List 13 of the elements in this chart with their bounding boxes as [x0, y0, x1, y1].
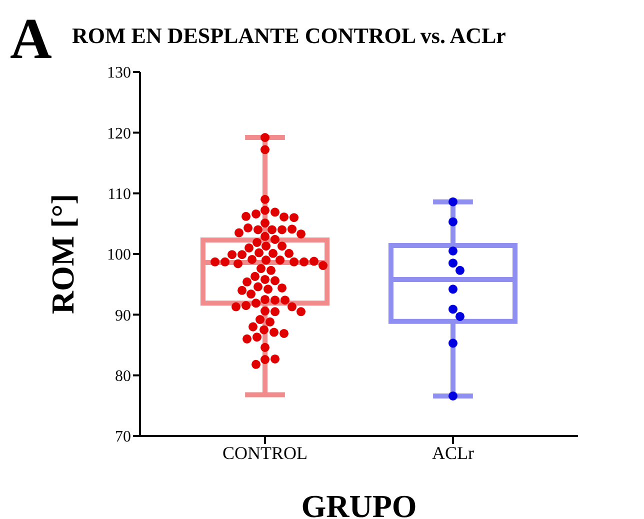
x-tick-label: ACLr [432, 442, 474, 463]
y-tick-label: 120 [107, 125, 131, 142]
x-axis-title: GRUPO [301, 488, 417, 519]
y-tick-label: 90 [115, 307, 131, 324]
y-tick-label: 70 [115, 428, 131, 446]
chart-title: ROM EN DESPLANTE CONTROL vs. ACLr [72, 22, 506, 50]
y-axis-title: ROM [°] [44, 194, 80, 314]
y-tick-label: 130 [107, 64, 131, 82]
text: A [10, 6, 52, 71]
y-tick-label: 100 [107, 246, 131, 264]
y-tick-label: 80 [115, 368, 131, 386]
x-tick-label: CONTROL [222, 442, 308, 463]
y-tick-label: 110 [108, 186, 131, 204]
